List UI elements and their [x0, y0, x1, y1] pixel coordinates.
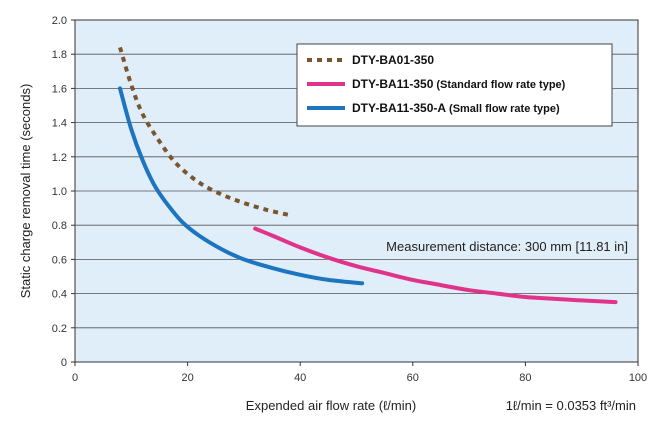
unit-conversion-note: 1ℓ/min = 0.0353 ft³/min [506, 398, 636, 413]
legend-entry-name: DTY-BA11-350-A (Small flow rate type) [352, 101, 560, 115]
legend: DTY-BA01-350 DTY-BA11-350 (Standard flow … [296, 43, 613, 127]
legend-entry: DTY-BA11-350-A (Small flow rate type) [307, 101, 560, 115]
y-tick-label: 0.4 [52, 289, 67, 301]
y-tick-label: 1.2 [52, 152, 67, 164]
legend-entry-name: DTY-BA11-350 (Standard flow rate type) [352, 77, 566, 91]
series-line-dty-ba11-350-a [118, 86, 365, 286]
legend-box [296, 43, 613, 127]
y-tick-label: 1.8 [52, 49, 67, 61]
x-tick-label: 100 [629, 372, 647, 384]
y-tick-label: 0.2 [52, 323, 67, 335]
y-tick-label: 1.6 [52, 83, 67, 95]
x-tick-label: 80 [519, 372, 531, 384]
x-tick-label: 40 [294, 372, 306, 384]
y-axis-title: Static charge removal time (seconds) [18, 84, 33, 299]
legend-entry: DTY-BA11-350 (Standard flow rate type) [307, 77, 566, 91]
y-tick-label: 1.0 [52, 186, 67, 198]
x-tick-label: 60 [407, 372, 419, 384]
x-axis-ticks: 0 20 40 60 80 100 [72, 362, 647, 384]
y-tick-label: 0 [61, 357, 67, 369]
y-tick-label: 0.6 [52, 254, 67, 266]
measurement-annotation: Measurement distance: 300 mm [11.81 in] [386, 239, 628, 254]
y-tick-label: 0.8 [52, 220, 67, 232]
series-line-dty-ba11-350 [253, 226, 618, 305]
y-tick-label: 1.4 [52, 118, 67, 130]
y-axis-ticks: 0 0.2 0.4 0.6 0.8 1.0 1.2 1.4 1.6 1.8 2.0 [52, 15, 75, 369]
legend-entry-name: DTY-BA01-350 [352, 53, 434, 67]
series-line-dty-ba01-350 [118, 46, 290, 217]
x-tick-label: 0 [72, 372, 78, 384]
series-lines [118, 46, 618, 305]
x-axis-title: Expended air flow rate (ℓ/min) [246, 398, 416, 413]
legend-entry: DTY-BA01-350 [307, 53, 434, 67]
y-tick-label: 2.0 [52, 15, 67, 27]
x-tick-label: 20 [181, 372, 193, 384]
